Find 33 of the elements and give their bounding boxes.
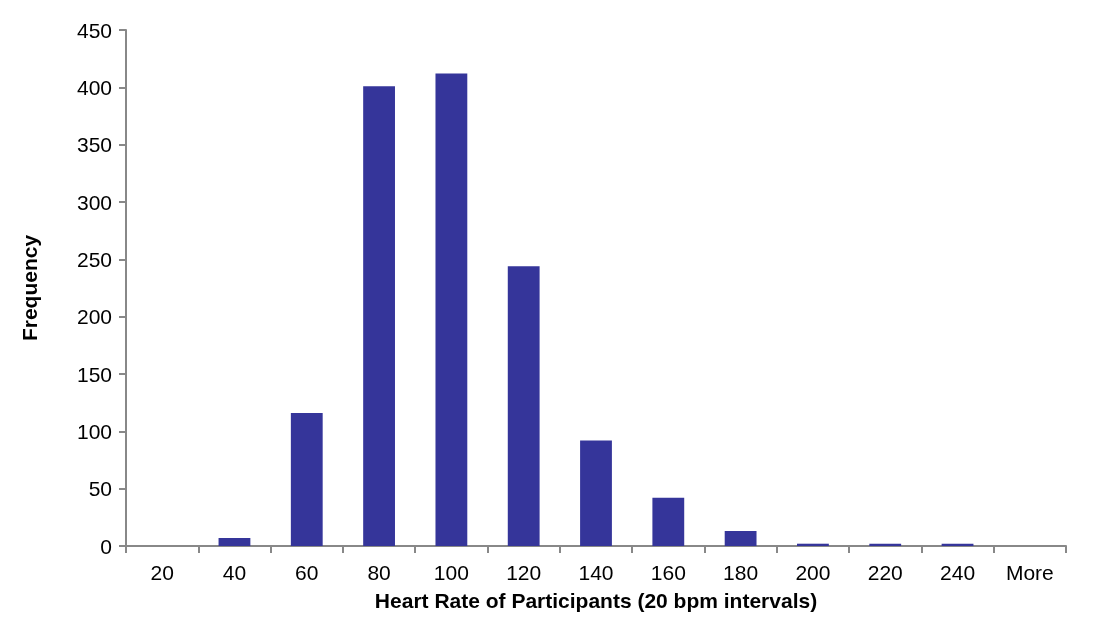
y-tick-label: 150 bbox=[76, 362, 112, 386]
x-tick-label: 60 bbox=[295, 561, 319, 584]
x-tick-label: 140 bbox=[578, 561, 614, 584]
bar bbox=[435, 73, 468, 546]
x-tick-label: 20 bbox=[150, 561, 174, 584]
x-tick-label: 200 bbox=[795, 561, 831, 584]
bar bbox=[290, 412, 323, 546]
y-tick-label: 450 bbox=[76, 18, 112, 42]
x-axis-title: Heart Rate of Participants (20 bpm intervals) bbox=[374, 589, 818, 612]
y-tick-label: 400 bbox=[76, 75, 112, 99]
y-tick-label: 350 bbox=[76, 133, 112, 157]
y-axis-title: Frequency bbox=[18, 234, 41, 342]
x-tick-label: 220 bbox=[867, 561, 903, 584]
y-tick-label: 300 bbox=[76, 190, 112, 214]
x-tick-label: 120 bbox=[506, 561, 542, 584]
x-tick-label: 100 bbox=[433, 561, 469, 584]
bar bbox=[580, 440, 612, 546]
bar bbox=[218, 537, 251, 546]
y-tick-label: 0 bbox=[100, 534, 112, 558]
y-tick-label: 250 bbox=[76, 247, 112, 271]
bar bbox=[507, 266, 540, 546]
bar bbox=[652, 497, 685, 546]
x-tick-label: 160 bbox=[650, 561, 686, 584]
y-tick-label: 100 bbox=[76, 419, 112, 443]
x-tick-label: 40 bbox=[222, 561, 247, 584]
x-tick-label: 80 bbox=[367, 561, 391, 584]
y-tick-label: 200 bbox=[76, 305, 112, 329]
x-tick-label: 240 bbox=[940, 561, 976, 584]
bar bbox=[363, 86, 395, 546]
bar bbox=[724, 531, 757, 546]
y-tick-label: 50 bbox=[88, 477, 112, 501]
x-tick-label: 180 bbox=[723, 561, 759, 584]
x-tick-label: More bbox=[1005, 561, 1054, 584]
